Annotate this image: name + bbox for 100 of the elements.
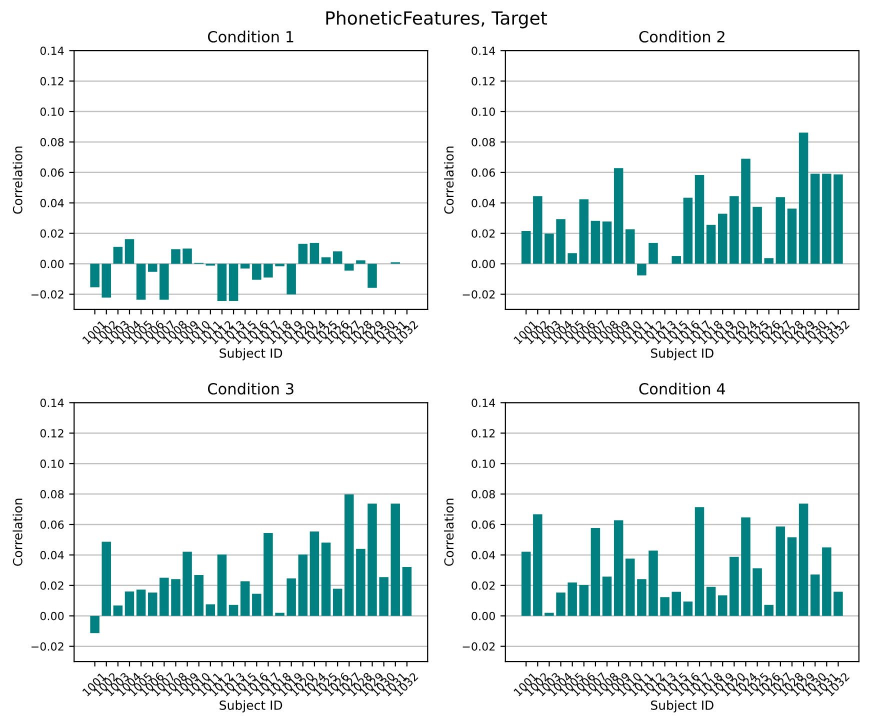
text: PhoneticFeatures, Target <box>326 10 548 28</box>
bar <box>648 550 658 616</box>
y-tick-label: −0.02 <box>32 290 64 299</box>
bar <box>718 595 728 616</box>
bar <box>228 264 238 301</box>
bar <box>556 219 566 264</box>
bar <box>310 532 320 616</box>
bar <box>834 174 843 264</box>
y-tick-label: 0.10 <box>40 107 64 116</box>
bar <box>590 528 600 616</box>
bar <box>683 602 693 616</box>
y-tick-label: 0.08 <box>472 490 495 498</box>
bar <box>275 612 284 616</box>
bar <box>544 234 554 264</box>
y-tick-label: 0.12 <box>40 429 64 438</box>
bar <box>834 592 843 616</box>
x-axis-title: Subject ID <box>650 348 714 360</box>
y-tick-label: 0.00 <box>40 612 64 620</box>
bar <box>228 604 238 616</box>
bar <box>286 578 296 616</box>
bar <box>694 175 704 264</box>
bar <box>798 504 808 616</box>
bar <box>286 264 296 294</box>
y-tick-label: 0.14 <box>40 46 64 55</box>
bar <box>626 558 635 616</box>
y-tick-label: 0.14 <box>472 46 496 55</box>
y-tick-label: −0.02 <box>462 642 495 651</box>
bar <box>579 199 589 264</box>
y-tick-label: 0.08 <box>472 138 495 146</box>
bar <box>822 547 832 616</box>
bar <box>590 220 600 264</box>
bar <box>521 231 531 264</box>
x-axis-title: Subject ID <box>220 700 282 712</box>
y-tick-label: 0.04 <box>40 550 64 560</box>
bar <box>752 206 762 264</box>
bar <box>776 197 786 264</box>
bar <box>321 257 331 264</box>
bar <box>706 586 716 616</box>
bar <box>252 264 262 280</box>
bar <box>171 249 180 264</box>
y-tick-label: 0.12 <box>472 77 495 86</box>
bar <box>356 260 366 264</box>
bar <box>344 494 354 616</box>
bar <box>90 264 100 288</box>
y-axis-title: Correlation <box>12 146 22 214</box>
bar <box>264 264 273 278</box>
bar <box>217 554 227 616</box>
y-tick-label: 0.14 <box>40 398 64 408</box>
bar <box>787 537 797 616</box>
y-tick-label: 0.10 <box>472 460 495 468</box>
bar <box>240 581 250 616</box>
bar <box>379 577 388 616</box>
bar <box>741 158 750 264</box>
y-axis-title: Correlation <box>444 498 454 566</box>
y-tick-label: 0.10 <box>472 107 495 116</box>
bar <box>217 264 227 301</box>
bar <box>390 504 400 616</box>
y-tick-label: 0.06 <box>472 520 495 529</box>
bar <box>368 504 377 616</box>
chart-title: Condition 3 <box>208 382 294 395</box>
bar <box>672 256 682 264</box>
bar <box>556 592 566 616</box>
bar <box>602 576 612 616</box>
bar <box>683 198 693 264</box>
bar <box>252 594 262 616</box>
bar <box>298 554 308 616</box>
y-tick-label: 0.02 <box>472 581 495 590</box>
bar <box>648 242 658 264</box>
bar <box>124 592 134 616</box>
bar <box>672 592 682 616</box>
bar <box>533 514 542 616</box>
bar <box>136 590 146 616</box>
y-tick-label: 0.06 <box>40 168 64 177</box>
bar <box>602 221 612 264</box>
y-tick-label: 0.04 <box>472 198 496 208</box>
bar <box>798 132 808 264</box>
bar <box>521 552 531 616</box>
bar <box>368 264 377 288</box>
y-tick-label: 0.02 <box>40 581 64 590</box>
bar <box>614 520 624 616</box>
bar <box>787 208 797 264</box>
y-tick-label: 0.04 <box>40 198 64 208</box>
bar <box>90 616 100 634</box>
y-tick-label: 0.04 <box>472 550 496 560</box>
y-tick-label: 0.02 <box>40 229 64 238</box>
bar <box>764 604 774 616</box>
y-axis-title: Correlation <box>12 498 22 566</box>
y-tick-label: 0.10 <box>40 460 64 468</box>
bar <box>102 264 111 298</box>
chart-title: Condition 2 <box>639 30 724 42</box>
bar <box>148 592 158 616</box>
bar <box>136 264 146 300</box>
bar <box>614 168 624 264</box>
bar <box>182 248 192 264</box>
bar <box>533 196 542 264</box>
y-tick-label: 0.00 <box>472 612 495 620</box>
bar <box>764 258 774 264</box>
bar <box>148 264 158 272</box>
bar <box>206 604 216 616</box>
bar <box>171 579 180 616</box>
